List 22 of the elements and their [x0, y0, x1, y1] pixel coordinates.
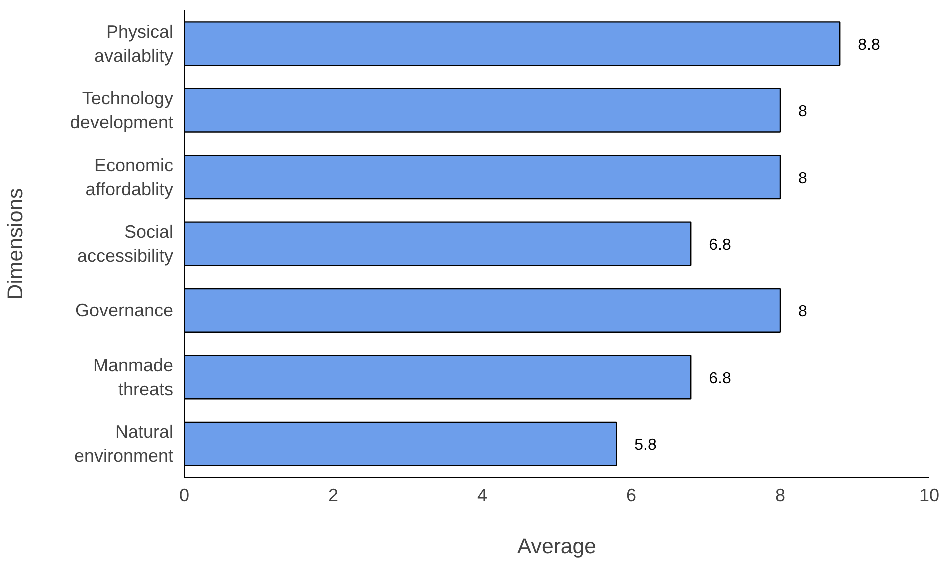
data-label: 5.8 — [634, 437, 657, 454]
y-tick-label: Governance — [75, 300, 174, 321]
x-tick-label: 8 — [775, 486, 786, 506]
data-label: 8 — [798, 304, 808, 321]
data-label: 6.8 — [709, 370, 732, 388]
y-tick-label: Technology development — [70, 88, 174, 133]
data-label: 8 — [798, 104, 808, 121]
y-tick-label: Natural environment — [74, 422, 174, 466]
y-tick-label: Manmade threats — [93, 355, 174, 400]
x-tick-label: 10 — [919, 486, 940, 506]
data-label: 8.8 — [858, 36, 880, 54]
y-tick-label: Physical availablity — [94, 22, 174, 66]
data-label: 6.8 — [709, 237, 732, 254]
data-label: 8 — [798, 170, 808, 188]
x-tick-label: 2 — [328, 486, 339, 506]
y-axis-title: Dimensions — [3, 188, 28, 300]
x-tick-label: 4 — [477, 486, 488, 506]
x-axis-title: Average — [517, 534, 597, 558]
y-tick-label: Economic affordablity — [86, 155, 174, 200]
x-tick-label: 0 — [179, 486, 190, 506]
x-tick-label: 6 — [626, 486, 637, 506]
y-tick-label: Social accessibility — [77, 222, 174, 266]
